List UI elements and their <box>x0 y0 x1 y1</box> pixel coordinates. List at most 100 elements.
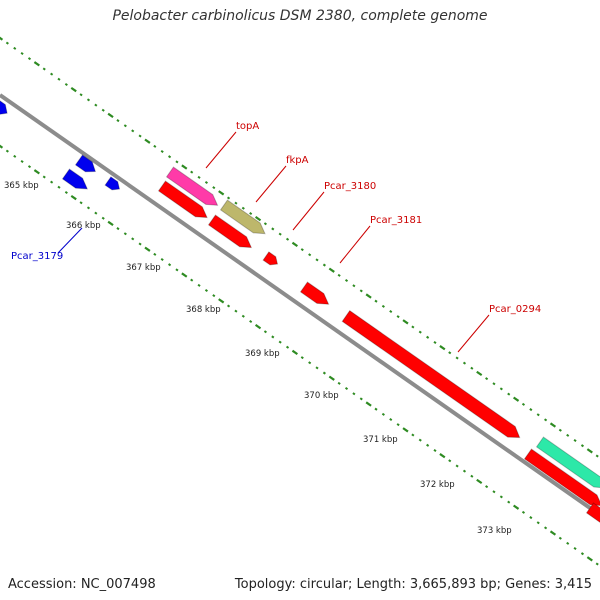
inner-tick <box>573 547 577 551</box>
inner-tick <box>337 381 341 385</box>
inner-tick <box>513 504 520 510</box>
inner-tick <box>271 335 275 339</box>
outer-tick <box>359 289 363 293</box>
gene-label-Pcar_3179: Pcar_3179 <box>11 251 63 262</box>
outer-tick <box>107 112 114 119</box>
outer-tick <box>234 201 238 205</box>
Pcar_3181-arrow <box>299 281 330 305</box>
inner-tick <box>365 401 372 407</box>
outer-tick <box>529 408 533 412</box>
outer-tick <box>153 144 157 148</box>
inner-tick <box>544 526 548 530</box>
accession-text: Accession: NC_007498 <box>8 577 156 592</box>
inner-tick <box>285 345 290 349</box>
inner-tick <box>549 530 557 536</box>
outer-tick <box>249 211 253 215</box>
outer-tick <box>271 227 275 231</box>
inner-tick <box>426 443 430 447</box>
outer-tick <box>402 319 409 325</box>
inner-tick <box>389 418 393 422</box>
outer-tick <box>470 366 474 370</box>
kbp-label: 369 kbp <box>245 349 280 359</box>
outer-tick <box>521 402 526 406</box>
outer-tick <box>374 299 378 303</box>
inner-tick <box>448 459 452 463</box>
outer-tick <box>352 284 356 288</box>
outer-tick <box>389 310 393 314</box>
outer-tick <box>291 241 299 248</box>
outer-tick <box>418 330 422 334</box>
inner-tick <box>402 427 409 433</box>
tick-marks <box>0 36 599 566</box>
outer-tick <box>433 340 437 344</box>
outer-tick <box>218 190 225 196</box>
outer-tick <box>499 387 503 391</box>
outer-tick <box>212 186 216 190</box>
inner-tick <box>116 227 120 231</box>
outer-tick <box>33 61 40 67</box>
outer-tick <box>344 279 349 283</box>
outer-tick <box>79 93 83 97</box>
inner-tick <box>411 433 415 437</box>
outer-tick <box>300 248 304 252</box>
cds-red-arrow <box>207 214 253 249</box>
inner-tick <box>381 412 385 416</box>
outer-tick <box>20 51 24 55</box>
outer-tick <box>580 444 585 448</box>
outer-tick <box>462 361 467 365</box>
inner-tick <box>5 149 9 153</box>
genome-backbone <box>0 93 600 517</box>
outer-tick <box>70 86 77 93</box>
genome-summary-text: Topology: circular; Length: 3,665,893 bp… <box>234 577 592 592</box>
inner-tick <box>181 272 188 278</box>
inner-tick <box>168 263 172 267</box>
inner-tick <box>580 552 585 556</box>
outer-tick <box>381 304 385 308</box>
inner-tick <box>153 252 157 256</box>
inner-tick <box>352 392 356 396</box>
gene-label-topA: topA <box>236 121 259 132</box>
leader-line <box>457 314 490 353</box>
outer-tick <box>5 41 9 45</box>
inner-tick <box>218 298 225 304</box>
outer-tick <box>116 119 120 123</box>
inner-tick <box>492 490 496 494</box>
outer-tick <box>285 237 290 241</box>
outer-tick <box>308 253 312 257</box>
inner-tick <box>315 366 319 370</box>
outer-tick <box>138 134 142 138</box>
outer-tick <box>455 356 459 360</box>
outer-tick <box>507 392 511 396</box>
Pcar_0294-arrow <box>341 309 521 439</box>
outer-tick <box>549 422 557 428</box>
outer-tick <box>13 46 17 50</box>
kbp-label: 373 kbp <box>477 526 512 536</box>
gene-features <box>0 100 600 523</box>
inner-tick <box>0 144 4 149</box>
outer-tick <box>50 72 54 76</box>
inner-tick <box>57 185 61 189</box>
inner-tick <box>359 397 363 401</box>
outer-tick <box>241 206 245 210</box>
inner-tick <box>33 169 40 175</box>
inner-tick <box>529 516 533 520</box>
kbp-label: 367 kbp <box>126 263 161 273</box>
leader-line <box>255 165 287 203</box>
inner-tick <box>308 361 312 365</box>
outer-tick <box>439 345 446 351</box>
inner-tick <box>595 562 599 566</box>
outer-tick <box>315 258 319 262</box>
Pcar_3179-arrow <box>61 168 89 190</box>
inner-tick <box>123 232 127 236</box>
inner-tick <box>94 211 98 215</box>
kbp-label: 365 kbp <box>4 181 39 191</box>
inner-tick <box>344 387 349 391</box>
inner-tick <box>300 356 304 360</box>
kbp-label: 372 kbp <box>420 480 455 490</box>
leader-line <box>292 191 325 231</box>
inner-tick <box>278 340 282 344</box>
outer-tick <box>42 67 46 71</box>
outer-tick <box>595 454 599 458</box>
inner-tick <box>470 474 474 478</box>
